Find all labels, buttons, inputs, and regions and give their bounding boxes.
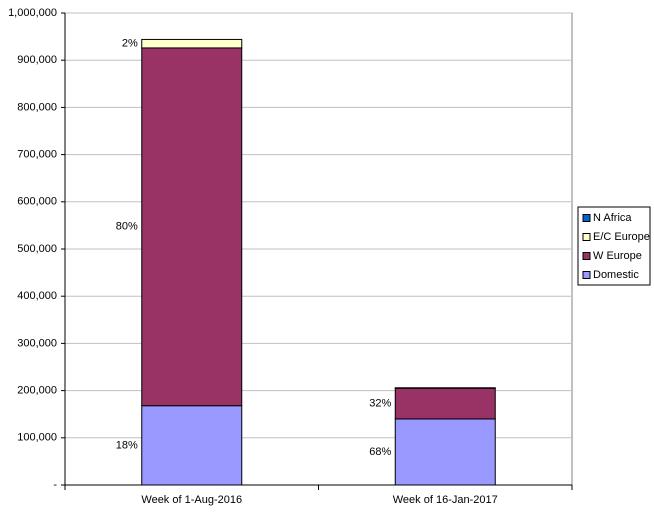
y-tick-label: 600,000 [17, 196, 57, 208]
bar-segment [394, 387, 496, 420]
percent-label: 68% [369, 446, 391, 458]
bar-segment [141, 47, 243, 407]
bar-segment [394, 418, 496, 486]
bar-segment [141, 405, 243, 486]
percent-label: 80% [116, 221, 138, 233]
y-tick-label: 700,000 [17, 149, 57, 161]
y-tick-label: 200,000 [17, 385, 57, 397]
legend-swatch [582, 233, 591, 241]
legend-label: N Africa [593, 212, 632, 224]
x-tick-label: Week of 16-Jan-2017 [393, 494, 498, 506]
y-tick-label: 800,000 [17, 101, 57, 113]
percent-label: 32% [369, 397, 391, 409]
y-tick-label: 1,000,000 [8, 7, 57, 19]
bar-segment [141, 38, 243, 49]
percent-label: 2% [122, 38, 138, 50]
y-tick-label: 500,000 [17, 243, 57, 255]
y-tick-label: 300,000 [17, 337, 57, 349]
legend-swatch [582, 252, 591, 260]
legend-swatch [582, 214, 591, 222]
percent-label: 18% [116, 439, 138, 451]
y-tick-label: 100,000 [17, 432, 57, 444]
legend-label: Domestic [593, 269, 639, 281]
x-tick-label: Week of 1-Aug-2016 [141, 494, 242, 506]
y-tick-label: 400,000 [17, 290, 57, 302]
legend-swatch [582, 271, 591, 279]
legend-label: E/C Europe [593, 231, 650, 243]
y-tick-label: - [53, 479, 57, 491]
legend-label: W Europe [593, 250, 642, 262]
y-tick-label: 900,000 [17, 54, 57, 66]
